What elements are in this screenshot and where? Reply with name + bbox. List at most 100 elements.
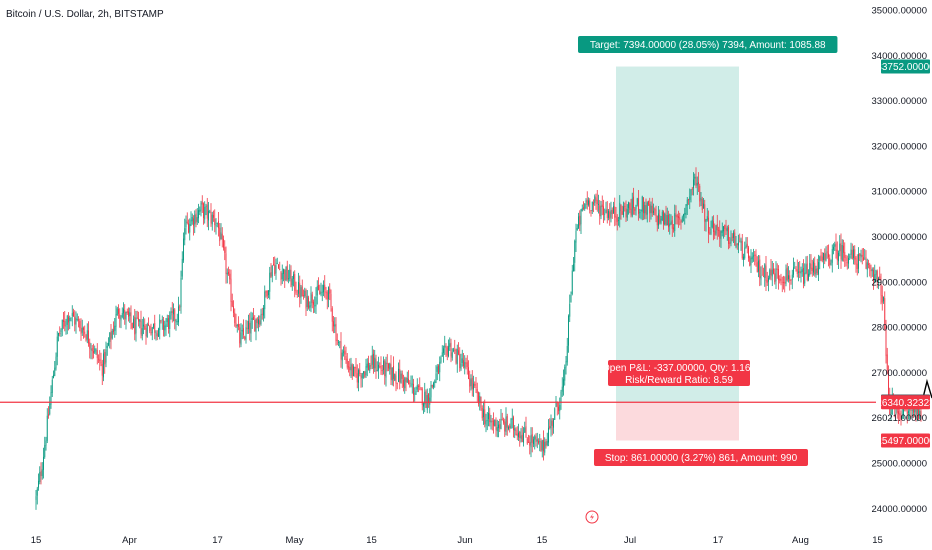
candle-body <box>496 427 498 432</box>
candle-body <box>301 286 303 297</box>
candle-body <box>409 382 411 384</box>
candle-body <box>683 214 684 217</box>
candle-body <box>804 272 806 284</box>
candle-body <box>854 249 856 260</box>
candle-body <box>799 270 801 273</box>
candle-body <box>335 323 337 342</box>
candle-body <box>808 273 809 280</box>
candle-body <box>823 252 824 261</box>
candle-body <box>229 273 231 280</box>
candle-body <box>765 265 767 282</box>
candle-body <box>185 220 187 228</box>
candle-body <box>201 201 203 205</box>
candle-body <box>191 217 193 222</box>
projection-path[interactable] <box>920 55 932 405</box>
candle-body <box>816 268 818 274</box>
candle-body <box>300 287 302 298</box>
candle-body <box>630 208 632 215</box>
candle-body <box>506 416 508 428</box>
candle-body <box>240 332 242 345</box>
candle-body <box>344 350 346 355</box>
candle-body <box>341 352 343 361</box>
candle-body <box>234 312 236 324</box>
candle-body <box>766 280 768 283</box>
candle-body <box>346 358 348 368</box>
candle-body <box>483 409 484 418</box>
candle-body <box>204 206 206 220</box>
candle-body <box>545 440 547 447</box>
candle-body <box>471 377 473 389</box>
candle-body <box>494 419 496 427</box>
candle-body <box>163 320 164 331</box>
candle-body <box>524 427 526 433</box>
candle-body <box>818 262 819 275</box>
candle-body <box>359 369 361 374</box>
candle-body <box>469 378 471 387</box>
candle-body <box>209 211 211 213</box>
candle-body <box>796 269 798 274</box>
candle-body <box>126 310 128 313</box>
candle-body <box>230 278 232 303</box>
candle-body <box>453 349 454 351</box>
candle-body <box>321 291 323 293</box>
candle-body <box>731 236 733 238</box>
candle-body <box>356 373 358 383</box>
candle-body <box>784 281 786 284</box>
candle-body <box>248 321 249 330</box>
candle-body <box>568 315 569 346</box>
price-tag-label: 26340.32323 <box>876 398 932 409</box>
y-tick-label: 24000.00000 <box>872 504 927 515</box>
candle-body <box>139 319 141 322</box>
candle-body <box>41 469 43 477</box>
candle-body <box>323 285 324 293</box>
y-tick-label: 29000.00000 <box>872 277 927 288</box>
candle-body <box>458 350 459 355</box>
candle-body <box>531 434 533 443</box>
candle-body <box>708 217 709 234</box>
candle-body <box>741 241 743 259</box>
candle-body <box>314 305 316 307</box>
candle-body <box>674 213 676 231</box>
candle-body <box>719 229 721 239</box>
candle-body <box>639 212 641 214</box>
candle-body <box>330 294 332 307</box>
candle-body <box>868 263 869 265</box>
candle-body <box>890 412 892 414</box>
candle-body <box>770 268 772 276</box>
candle-body <box>141 328 143 336</box>
y-tick-label: 25000.00000 <box>872 459 927 470</box>
candle-body <box>846 262 848 264</box>
candle-body <box>781 281 783 283</box>
candle-body <box>611 209 613 215</box>
candle-body <box>419 385 421 387</box>
candle-body <box>565 361 567 368</box>
y-tick-label: 27000.00000 <box>872 368 927 379</box>
candle-body <box>315 297 317 307</box>
candle-body <box>290 269 292 287</box>
candle-body <box>546 440 548 446</box>
candle-body <box>245 327 247 340</box>
candle-body <box>658 213 659 226</box>
candle-body <box>303 295 304 297</box>
candle-body <box>591 201 593 212</box>
candle-body <box>39 472 41 482</box>
candle-body <box>268 290 269 295</box>
candle-body <box>650 205 652 213</box>
candle-body <box>413 383 414 395</box>
candle-body <box>450 342 452 357</box>
candle-body <box>751 256 753 260</box>
stop-zone[interactable] <box>616 402 739 441</box>
candle-body <box>559 404 561 412</box>
x-tick-label: 15 <box>366 535 377 546</box>
candle-body <box>831 248 833 263</box>
candle-body <box>296 294 298 296</box>
stop-label-box <box>594 449 808 466</box>
candle-body <box>308 297 309 308</box>
candle-body <box>705 219 707 223</box>
candle-body <box>175 320 177 323</box>
candle-body <box>588 200 589 205</box>
x-tick-label: 15 <box>872 535 883 546</box>
candle-body <box>120 317 122 321</box>
candle-body <box>514 428 516 431</box>
